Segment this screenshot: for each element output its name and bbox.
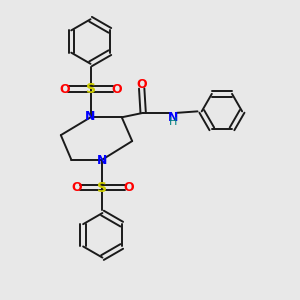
Text: N: N (168, 111, 178, 124)
Text: O: O (111, 82, 122, 96)
Text: S: S (85, 82, 96, 96)
Text: O: O (123, 181, 134, 194)
Text: N: N (97, 154, 107, 166)
Text: N: N (85, 110, 95, 123)
Text: H: H (169, 117, 177, 128)
Text: O: O (136, 77, 147, 91)
Text: O: O (71, 181, 82, 194)
Text: O: O (59, 82, 70, 96)
Text: S: S (98, 181, 107, 195)
